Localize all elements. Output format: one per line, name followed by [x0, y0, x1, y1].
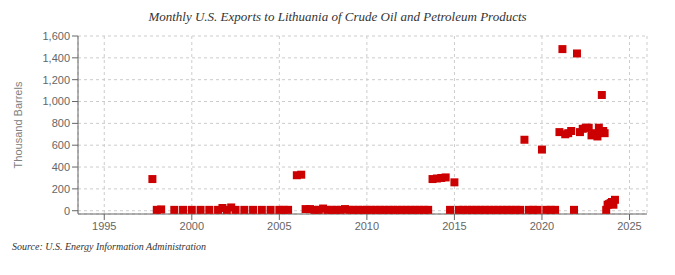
svg-text:600: 600	[52, 139, 70, 151]
svg-text:1995: 1995	[92, 220, 116, 232]
html-text:Monthly U.S. Exports to Lithua: Monthly U.S. Exports to Lithuania of Cru…	[148, 9, 527, 24]
svg-text:2015: 2015	[442, 220, 466, 232]
svg-text:200: 200	[52, 183, 70, 195]
svg-text:2025: 2025	[617, 220, 641, 232]
svg-text:2010: 2010	[355, 220, 379, 232]
svg-text:Thousand Barrels: Thousand Barrels	[12, 81, 24, 168]
svg-text:400: 400	[52, 161, 70, 173]
svg-text:2005: 2005	[267, 220, 291, 232]
svg-text:1,200: 1,200	[42, 74, 70, 86]
svg-text:2000: 2000	[180, 220, 204, 232]
svg-text:0: 0	[64, 205, 70, 217]
svg-text:1,600: 1,600	[42, 30, 70, 42]
svg-text:800: 800	[52, 117, 70, 129]
svg-text:1,000: 1,000	[42, 95, 70, 107]
html-text:Source: U.S. Energy Informatio: Source: U.S. Energy Information Administ…	[12, 241, 207, 252]
svg-text:1,400: 1,400	[42, 52, 70, 64]
svg-text:2020: 2020	[530, 220, 554, 232]
